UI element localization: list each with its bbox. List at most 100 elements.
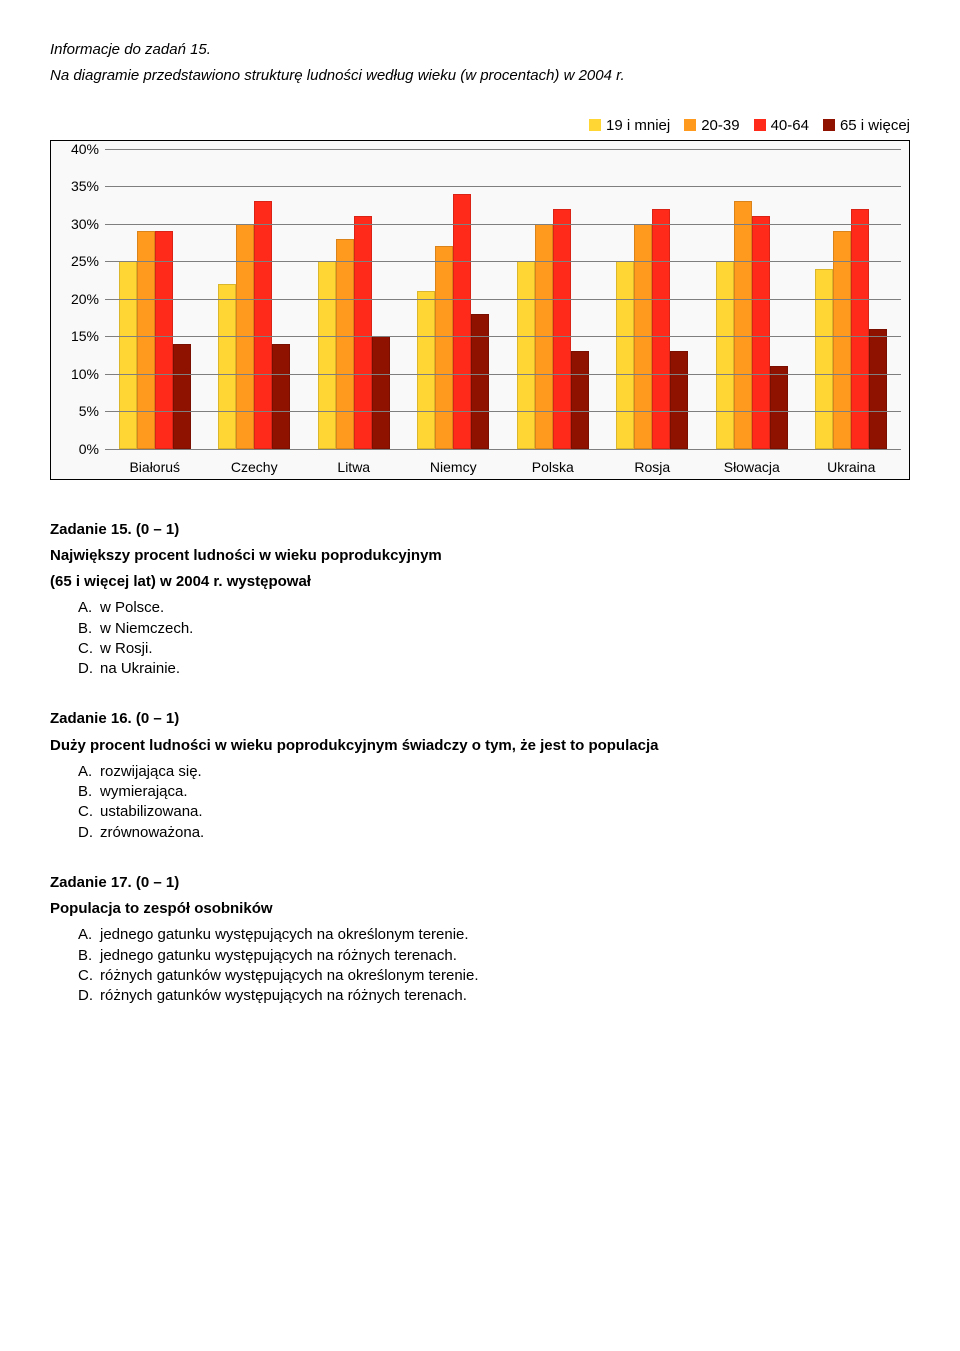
- answer-letter: D.: [78, 986, 100, 1006]
- answer-text: jednego gatunku występujących na różnych…: [100, 947, 457, 964]
- answer-option: C.ustabilizowana.: [78, 802, 910, 822]
- y-tick-label: 30%: [57, 216, 99, 232]
- legend-label: 20-39: [701, 117, 739, 134]
- grid-line: [105, 224, 901, 225]
- x-tick-label: Litwa: [304, 459, 404, 475]
- grid-line: [105, 336, 901, 337]
- answer-text: w Niemczech.: [100, 620, 193, 637]
- bar: [869, 329, 887, 449]
- answer-text: w Polsce.: [100, 599, 164, 616]
- q16-answers: A.rozwijająca się.B.wymierająca.C.ustabi…: [78, 762, 910, 843]
- x-tick-label: Rosja: [603, 459, 703, 475]
- x-tick-label: Czechy: [205, 459, 305, 475]
- legend-label: 65 i więcej: [840, 117, 910, 134]
- answer-text: zrównoważona.: [100, 824, 204, 841]
- answer-option: D.różnych gatunków występujących na różn…: [78, 986, 910, 1006]
- grid-line: [105, 186, 901, 187]
- answer-letter: B.: [78, 619, 100, 639]
- bar: [218, 284, 236, 449]
- bar: [616, 261, 634, 449]
- question-15: Zadanie 15. (0 – 1) Największy procent l…: [50, 520, 910, 680]
- answer-letter: B.: [78, 946, 100, 966]
- bar: [571, 351, 589, 449]
- x-tick-label: Polska: [503, 459, 603, 475]
- bar: [851, 209, 869, 449]
- intro-title: Informacje do zadań 15.: [50, 40, 910, 60]
- bar: [372, 336, 390, 449]
- answer-letter: D.: [78, 823, 100, 843]
- q16-heading: Zadanie 16. (0 – 1): [50, 709, 910, 729]
- x-tick-label: Białoruś: [105, 459, 205, 475]
- answer-option: B.wymierająca.: [78, 782, 910, 802]
- bar: [173, 344, 191, 449]
- legend-swatch: [589, 119, 601, 131]
- answer-text: jednego gatunku występujących na określo…: [100, 926, 469, 943]
- answer-option: A.rozwijająca się.: [78, 762, 910, 782]
- chart-legend: 19 i mniej 20-39 40-64 65 i więcej: [50, 117, 910, 134]
- question-16: Zadanie 16. (0 – 1) Duży procent ludnośc…: [50, 709, 910, 843]
- question-17: Zadanie 17. (0 – 1) Populacja to zespół …: [50, 873, 910, 1007]
- q17-prompt: Populacja to zespół osobników: [50, 899, 910, 919]
- q17-heading: Zadanie 17. (0 – 1): [50, 873, 910, 893]
- legend-label: 19 i mniej: [606, 117, 670, 134]
- legend-swatch: [823, 119, 835, 131]
- answer-text: na Ukrainie.: [100, 660, 180, 677]
- answer-option: C.w Rosji.: [78, 639, 910, 659]
- answer-letter: A.: [78, 925, 100, 945]
- legend-item: 20-39: [684, 117, 739, 134]
- answer-option: C.różnych gatunków występujących na okre…: [78, 966, 910, 986]
- bar: [272, 344, 290, 449]
- grid-line: [105, 299, 901, 300]
- x-axis-labels: BiałoruśCzechyLitwaNiemcyPolskaRosjaSłow…: [105, 459, 901, 475]
- answer-option: B.jednego gatunku występujących na różny…: [78, 946, 910, 966]
- bar: [517, 261, 535, 449]
- legend-swatch: [684, 119, 696, 131]
- legend-item: 65 i więcej: [823, 117, 910, 134]
- x-tick-label: Niemcy: [404, 459, 504, 475]
- answer-letter: A.: [78, 762, 100, 782]
- q16-prompt: Duży procent ludności w wieku poprodukcy…: [50, 736, 910, 756]
- q15-heading: Zadanie 15. (0 – 1): [50, 520, 910, 540]
- bar: [770, 366, 788, 449]
- y-tick-label: 35%: [57, 178, 99, 194]
- bar: [119, 261, 137, 449]
- answer-letter: C.: [78, 802, 100, 822]
- age-structure-chart: 19 i mniej 20-39 40-64 65 i więcej 0% 5% 10% 1…: [50, 117, 910, 480]
- chart-area: 0%5%10%15%20%25%30%35%40% BiałoruśCzechy…: [50, 140, 910, 480]
- answer-option: D.na Ukrainie.: [78, 659, 910, 679]
- bar: [670, 351, 688, 449]
- grid-line: [105, 374, 901, 375]
- bar: [435, 246, 453, 449]
- x-tick-label: Słowacja: [702, 459, 802, 475]
- y-tick-label: 25%: [57, 253, 99, 269]
- answer-option: B.w Niemczech.: [78, 619, 910, 639]
- bar: [652, 209, 670, 449]
- intro-text: Na diagramie przedstawiono strukturę lud…: [50, 66, 910, 86]
- bar: [815, 269, 833, 449]
- answer-text: rozwijająca się.: [100, 763, 202, 780]
- legend-label: 40-64: [771, 117, 809, 134]
- bar: [336, 239, 354, 449]
- y-tick-label: 20%: [57, 291, 99, 307]
- bar: [471, 314, 489, 449]
- grid-line: [105, 149, 901, 150]
- bar: [137, 231, 155, 449]
- bar: [417, 291, 435, 449]
- answer-text: różnych gatunków występujących na różnyc…: [100, 987, 467, 1004]
- y-tick-label: 0%: [57, 441, 99, 457]
- intro-block: Informacje do zadań 15. Na diagramie prz…: [50, 40, 910, 87]
- legend-item: 19 i mniej: [589, 117, 670, 134]
- answer-text: wymierająca.: [100, 783, 188, 800]
- legend-item: 40-64: [754, 117, 809, 134]
- grid-line: [105, 449, 901, 450]
- bar: [752, 216, 770, 449]
- y-tick-label: 5%: [57, 403, 99, 419]
- answer-text: w Rosji.: [100, 640, 153, 657]
- answer-letter: C.: [78, 639, 100, 659]
- q15-prompt-line1: Największy procent ludności w wieku popr…: [50, 546, 910, 566]
- q15-prompt-line2: (65 i więcej lat) w 2004 r. występował: [50, 572, 910, 592]
- bar: [155, 231, 173, 449]
- y-tick-label: 10%: [57, 366, 99, 382]
- legend-swatch: [754, 119, 766, 131]
- answer-option: A.jednego gatunku występujących na okreś…: [78, 925, 910, 945]
